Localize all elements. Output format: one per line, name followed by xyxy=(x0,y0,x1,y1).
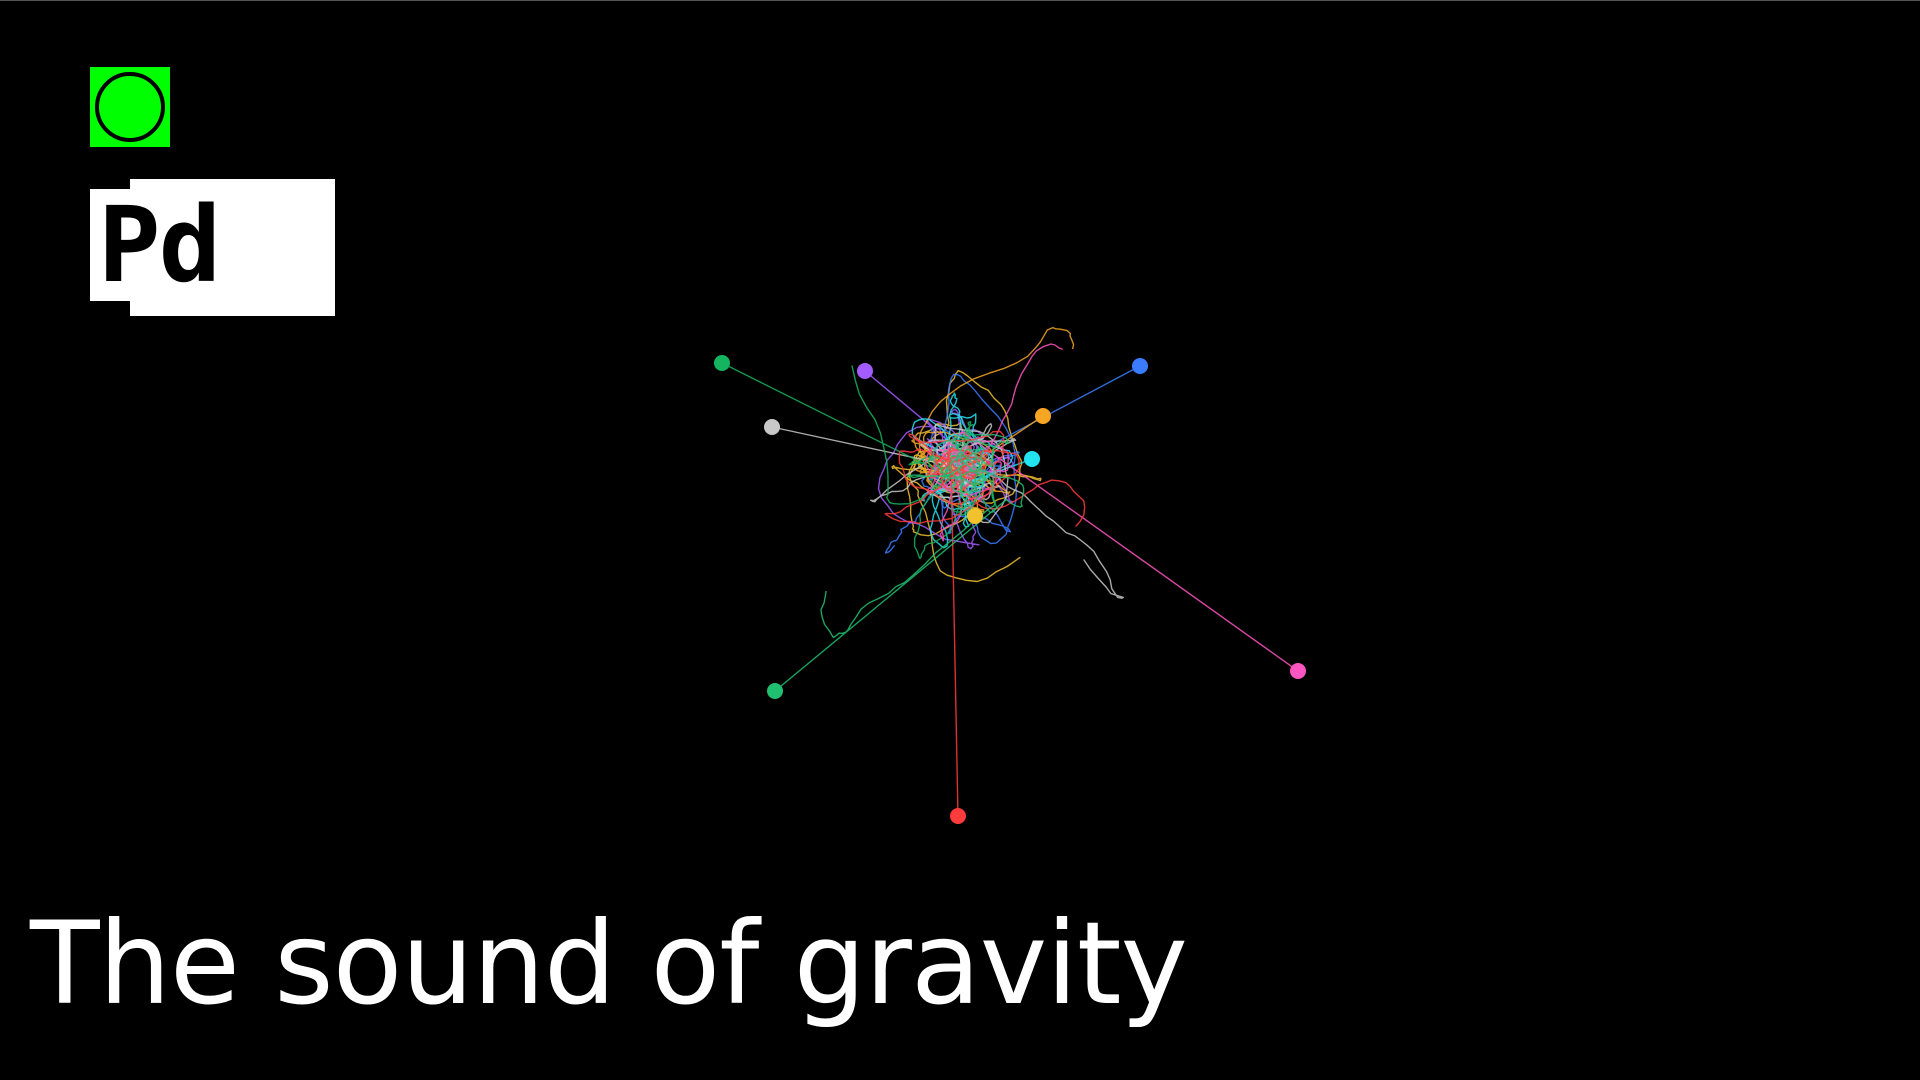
orbit-body xyxy=(967,508,983,524)
orbit-body xyxy=(1035,408,1051,424)
bang-icon[interactable] xyxy=(90,67,170,147)
orbit-body xyxy=(764,419,780,435)
orbit-trail xyxy=(925,343,1299,672)
bang-ring xyxy=(95,72,165,142)
orbit-body xyxy=(1290,663,1306,679)
orbit-trails xyxy=(721,326,1299,817)
orbit-body xyxy=(950,808,966,824)
orbit-bodies xyxy=(714,355,1306,824)
orbit-body xyxy=(1024,451,1040,467)
orbit-trail xyxy=(884,430,1086,817)
logo-box-right xyxy=(130,179,335,316)
orbit-body xyxy=(1132,358,1148,374)
page-title: The sound of gravity xyxy=(30,897,1188,1030)
orbit-body xyxy=(714,355,730,371)
logo-text: Pd xyxy=(98,184,221,306)
orbit-body xyxy=(767,683,783,699)
pd-logo-icon: Pd xyxy=(90,179,335,316)
orbit-body xyxy=(857,363,873,379)
orbit-trail xyxy=(774,428,1025,692)
